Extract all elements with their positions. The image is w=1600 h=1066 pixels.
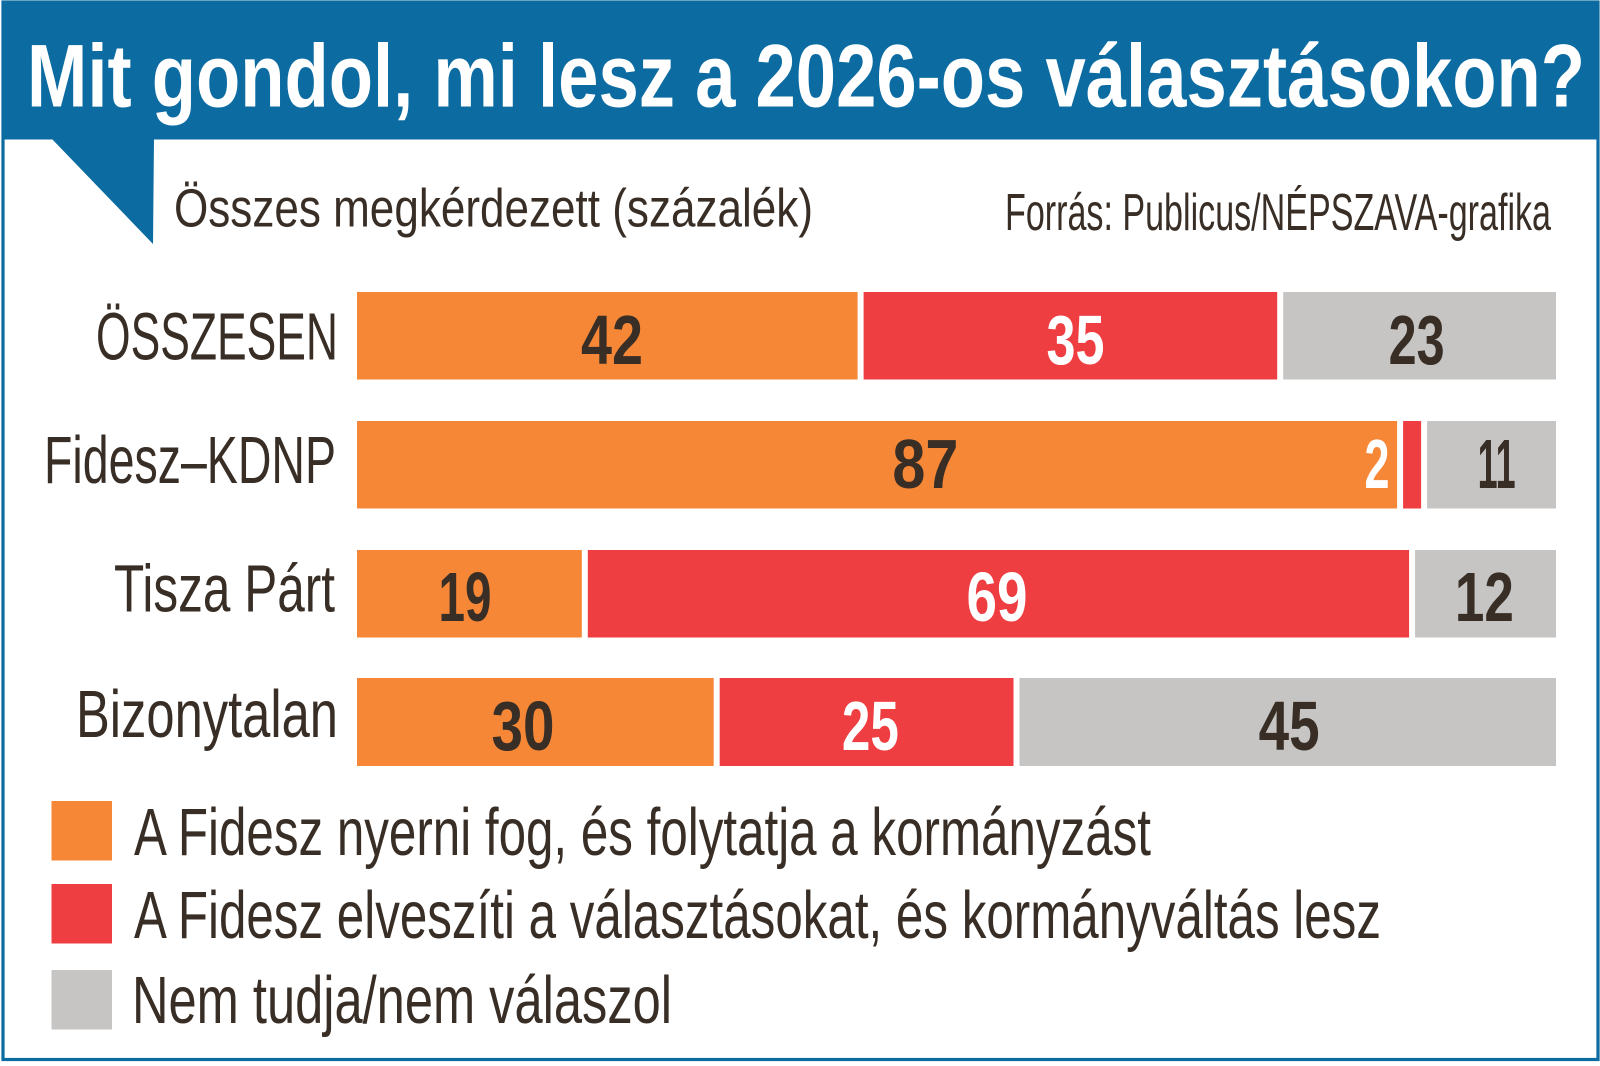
svg-text:A Fidesz elveszíti a választás: A Fidesz elveszíti a választásokat, és k… — [134, 878, 1381, 953]
svg-text:12: 12 — [1455, 558, 1514, 636]
svg-text:25: 25 — [842, 687, 899, 765]
svg-text:Fidesz–KDNP: Fidesz–KDNP — [44, 423, 336, 498]
svg-text:42: 42 — [581, 301, 643, 379]
svg-text:Bizonytalan: Bizonytalan — [76, 677, 338, 752]
svg-text:30: 30 — [492, 687, 555, 765]
svg-text:Forrás: Publicus/NÉPSZAVA-graf: Forrás: Publicus/NÉPSZAVA-grafika — [1005, 184, 1551, 242]
svg-text:23: 23 — [1389, 301, 1445, 379]
svg-text:ÖSSZESEN: ÖSSZESEN — [96, 299, 338, 374]
svg-text:19: 19 — [439, 558, 492, 636]
svg-text:45: 45 — [1259, 687, 1320, 765]
svg-text:Nem tudja/nem válaszol: Nem tudja/nem válaszol — [132, 963, 672, 1038]
svg-text:69: 69 — [967, 558, 1028, 636]
svg-text:Tisza Párt: Tisza Párt — [114, 552, 335, 627]
svg-text:11: 11 — [1478, 425, 1516, 503]
svg-text:Összes megkérdezett (százalék): Összes megkérdezett (százalék) — [174, 178, 813, 238]
svg-text:87: 87 — [892, 425, 958, 503]
svg-text:2: 2 — [1365, 425, 1390, 503]
svg-text:35: 35 — [1047, 301, 1105, 379]
svg-text:Mit gondol, mi lesz a 2026-os: Mit gondol, mi lesz a 2026-os választáso… — [27, 26, 1585, 126]
svg-text:A Fidesz nyerni fog, és folyta: A Fidesz nyerni fog, és folytatja a korm… — [134, 795, 1151, 870]
